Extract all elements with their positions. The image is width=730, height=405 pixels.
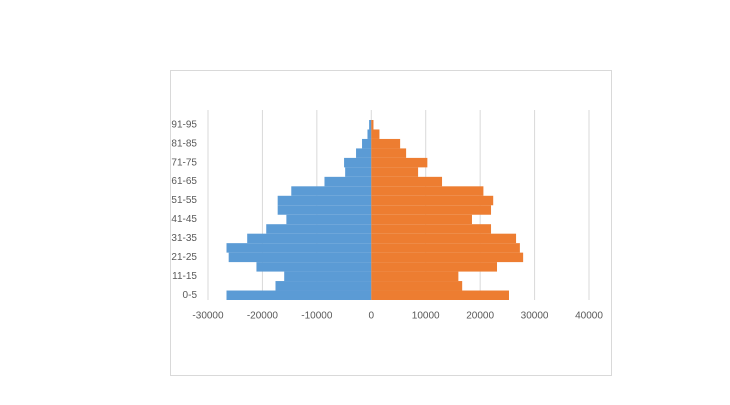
bar [256,262,372,272]
bar [371,271,459,282]
bar [371,120,374,130]
bar [371,138,401,149]
y-tick-label: 61-65 [171,176,197,187]
y-tick-label: 41-45 [171,214,197,225]
y-tick-label: 31-35 [171,233,197,244]
bar [371,129,380,139]
bar [284,271,372,282]
bar [371,195,494,206]
x-tick-label: 40000 [575,311,603,322]
x-tick-label: 30000 [521,311,549,322]
bar [286,214,372,225]
bar [226,243,372,253]
x-tick-label: -20000 [247,311,279,322]
bar [367,129,372,139]
bar [369,120,372,130]
bars [226,120,524,300]
x-tick-label: -10000 [301,311,333,322]
bar [371,252,524,263]
bar [371,157,428,168]
y-tick-label: 21-25 [171,252,197,263]
bar [362,138,372,149]
bar [371,224,492,234]
bar [371,148,407,158]
y-tick-label: 51-55 [171,195,197,206]
bar [345,167,372,177]
bar [266,224,372,234]
y-tick-label: 71-75 [171,157,197,168]
x-tick-label: 20000 [466,311,494,322]
bar [291,186,372,196]
bar [344,157,372,168]
bar [371,176,443,187]
bar [371,233,517,244]
bar [371,167,419,177]
bar [371,281,463,291]
y-tick-label: 11-15 [172,271,197,282]
y-tick-label: 81-85 [171,138,197,149]
bar [371,214,472,225]
y-tick-label: 0-5 [183,290,198,301]
bar [275,281,372,291]
x-tick-label: -30000 [192,311,224,322]
bar [277,195,372,206]
x-tick-label: 10000 [412,311,440,322]
bar [277,205,372,215]
x-tick-label: 0 [369,311,375,322]
bar [228,252,372,263]
bar [371,186,484,196]
bar [356,148,372,158]
bar [247,233,372,244]
bar [371,262,498,272]
bar [324,176,372,187]
labels: -30000 -20000 -10000 0 10000 20000 30000 40000 0… [171,119,603,321]
bar [371,205,492,215]
y-tick-label: 91-95 [171,119,197,130]
bar [226,290,372,300]
bar [371,290,509,300]
bar [371,243,520,253]
